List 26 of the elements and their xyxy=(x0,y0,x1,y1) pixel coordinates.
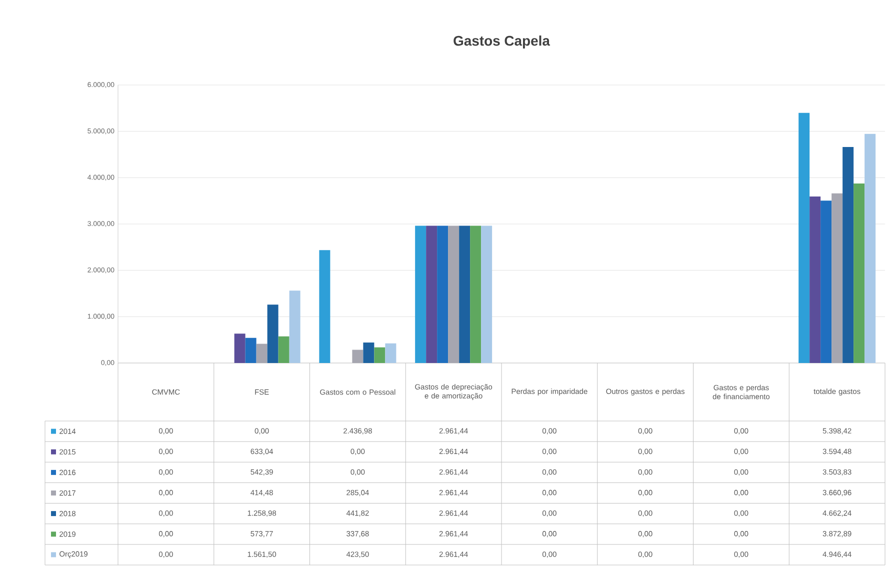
bar xyxy=(426,226,438,363)
bar xyxy=(832,193,843,363)
bar xyxy=(245,338,256,363)
bar xyxy=(437,226,448,363)
bar xyxy=(278,336,290,363)
bar xyxy=(385,343,396,363)
bar xyxy=(267,304,278,363)
bar xyxy=(256,344,268,363)
bar xyxy=(448,226,460,363)
bar xyxy=(289,290,300,363)
bar xyxy=(415,226,426,363)
bar xyxy=(234,334,246,363)
bar xyxy=(352,350,364,363)
bar xyxy=(820,200,832,363)
bar xyxy=(810,196,821,363)
bar xyxy=(363,342,374,363)
bar xyxy=(864,134,876,363)
bar xyxy=(374,347,386,363)
bar xyxy=(481,226,492,363)
bar xyxy=(470,226,482,363)
chart-title: Gastos Capela xyxy=(454,35,550,48)
bar xyxy=(459,226,470,363)
bar xyxy=(842,146,854,363)
bar xyxy=(319,250,330,363)
bar xyxy=(798,112,810,363)
bar xyxy=(854,184,865,363)
